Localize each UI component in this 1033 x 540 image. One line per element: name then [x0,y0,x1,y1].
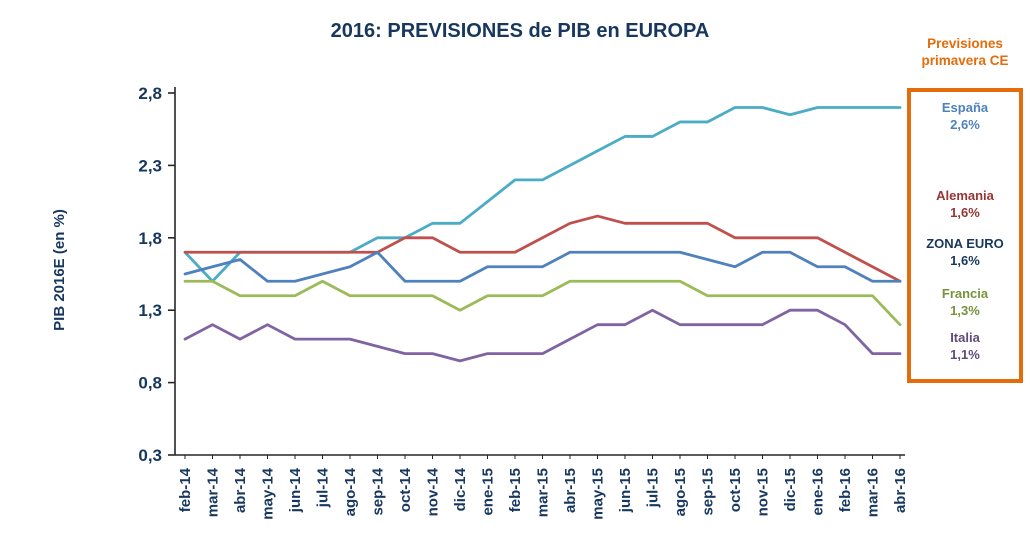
y-tick-label: 2,8 [138,84,162,103]
y-tick-label: 2,3 [138,156,162,175]
x-tick-label: may-14 [260,467,277,519]
legend-series-value: 2,6% [950,116,980,132]
legend-header: Previsiones primavera CE [921,36,1009,68]
y-tick-label: 1,8 [138,229,162,248]
x-tick-label: may-15 [590,468,607,520]
legend-entry-francia: Francia 1,3% [911,286,1019,320]
legend-series-name: Francia [941,286,989,301]
x-tick-label: abr-15 [562,468,579,513]
x-tick-label: abr-16 [892,468,909,513]
x-tick-label: jul-15 [645,468,662,508]
x-tick-label: ene-16 [810,468,827,516]
legend-series-value: 1,3% [950,302,980,318]
series-line-zona_euro [183,250,902,283]
legend-series-name: Alemania [936,188,994,203]
series-line-francia [183,279,902,327]
y-tick-label: 1,3 [138,301,162,320]
x-tick-label: ene-15 [480,468,497,516]
legend-series-value: 1,1% [950,346,980,362]
legend-entry-alemania: Alemania 1,6% [911,188,1019,222]
x-tick-label: oct-15 [727,468,744,512]
legend-series-name: Italia [950,330,980,345]
legend-series-value: 1,6% [950,204,980,220]
legend-entry-espana: España 2,6% [911,100,1019,134]
x-tick-label: sep-14 [370,467,387,515]
x-tick-label: dic-14 [452,467,469,511]
x-tick-label: ago-15 [672,468,689,516]
y-tick-label: 0,8 [138,374,162,393]
x-tick-label: feb-16 [837,468,854,512]
legend-series-value: 1,6% [950,252,980,268]
legend-box: España 2,6% Alemania 1,6% ZONA EURO 1,6%… [907,88,1023,383]
x-tick-label: dic-15 [782,468,799,511]
x-tick-label: abr-14 [232,467,249,513]
x-tick-label: feb-14 [177,467,194,512]
x-tick-label: jun-14 [287,467,304,513]
y-tick-label: 0,3 [138,446,162,465]
legend-entry-zona-euro: ZONA EURO 1,6% [911,236,1019,270]
series-line-italia [183,308,902,363]
x-tick-label: nov-15 [755,468,772,516]
legend-series-name: ZONA EURO [926,236,1004,251]
x-tick-label: jul-14 [315,467,332,508]
x-tick-label: mar-14 [205,467,222,517]
legend-entry-italia: Italia 1,1% [911,330,1019,364]
x-tick-label: jun-15 [617,468,634,513]
x-tick-label: oct-14 [397,467,414,512]
x-tick-label: sep-15 [700,468,717,516]
x-tick-label: feb-15 [507,468,524,512]
x-tick-label: mar-16 [865,468,882,517]
x-tick-label: mar-15 [535,468,552,517]
page-title: 2016: PREVISIONES de PIB en EUROPA [330,20,710,42]
series-line-alemania [183,214,902,283]
x-tick-label: nov-14 [425,467,442,516]
x-tick-label: ago-14 [342,467,359,516]
legend-series-name: España [941,100,989,115]
